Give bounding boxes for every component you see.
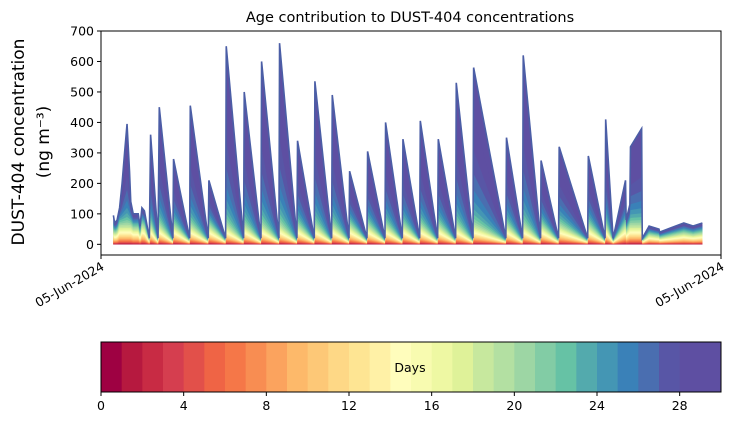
colorbar-label: Days [394,360,425,375]
colorbar-swatch [679,342,701,392]
colorbar-swatch [390,342,412,392]
age-layer-2 [113,243,703,245]
colorbar-tick-label: 12 [341,398,357,413]
age-layer-24 [113,198,703,245]
colorbar-tick-label: 0 [97,398,105,413]
colorbar-swatch [617,342,639,392]
colorbar-swatch [576,342,598,392]
colorbar-tick-label: 4 [180,398,188,413]
y-axis-label-unit: (ng m⁻³) [34,106,54,179]
colorbar-swatch [204,342,226,392]
colorbar-swatch [411,342,433,392]
colorbar-swatch [535,342,557,392]
y-tick-label: 200 [70,176,94,191]
colorbar-swatch [183,342,205,392]
y-tick-label: 500 [70,84,94,99]
colorbar-swatch [638,342,660,392]
colorbar-axis: 0 4 8 12 16 20 24 28 [97,392,688,413]
colorbar-swatch [700,342,722,392]
y-tick-label: 600 [70,54,94,69]
colorbar-swatch [163,342,185,392]
colorbar [100,341,722,393]
colorbar-swatch [473,342,495,392]
colorbar-tick-label: 20 [506,398,522,413]
x-tick-label: 05-Jun-2024 [32,259,106,310]
y-tick-label: 700 [70,24,94,39]
colorbar-swatch [225,342,247,392]
colorbar-swatch [659,342,681,392]
age-layer-3 [113,242,703,245]
colorbar-tick-label: 24 [589,398,605,413]
colorbar-swatch [431,342,453,392]
y-axis: 0 100 200 300 400 500 600 700 [70,24,101,252]
colorbar-swatch [245,342,267,392]
total-concentration-line [112,43,703,242]
colorbar-swatch [266,342,288,392]
plot-area [100,30,722,256]
plot-frame [100,30,722,256]
chart-title: Age contribution to DUST-404 concentrati… [246,10,574,26]
age-layer-25 [113,185,703,245]
y-axis-label: DUST-404 concentration [9,39,29,246]
colorbar-swatch [121,342,143,392]
colorbar-swatch [369,342,391,392]
colorbar-swatch [597,342,619,392]
x-tick-label: 05-Jun-2024 [652,259,726,310]
y-tick-label: 400 [70,115,94,130]
colorbar-swatch [349,342,371,392]
colorbar-tick-label: 8 [262,398,270,413]
colorbar-swatch [555,342,577,392]
colorbar-swatch [452,342,474,392]
x-axis: 05-Jun-2024 05-Jun-2024 [32,255,727,310]
colorbar-swatch [493,342,515,392]
y-tick-label: 0 [86,237,94,252]
colorbar-swatch [142,342,164,392]
colorbar-swatch [101,342,123,392]
colorbar-swatch [514,342,536,392]
y-tick-label: 300 [70,145,94,160]
colorbar-tick-label: 28 [672,398,688,413]
colorbar-swatch [287,342,309,392]
colorbar-swatch [328,342,350,392]
colorbar-frame [100,341,722,393]
colorbar-tick-label: 16 [424,398,440,413]
y-tick-label: 100 [70,206,94,221]
colorbar-swatch [307,342,329,392]
